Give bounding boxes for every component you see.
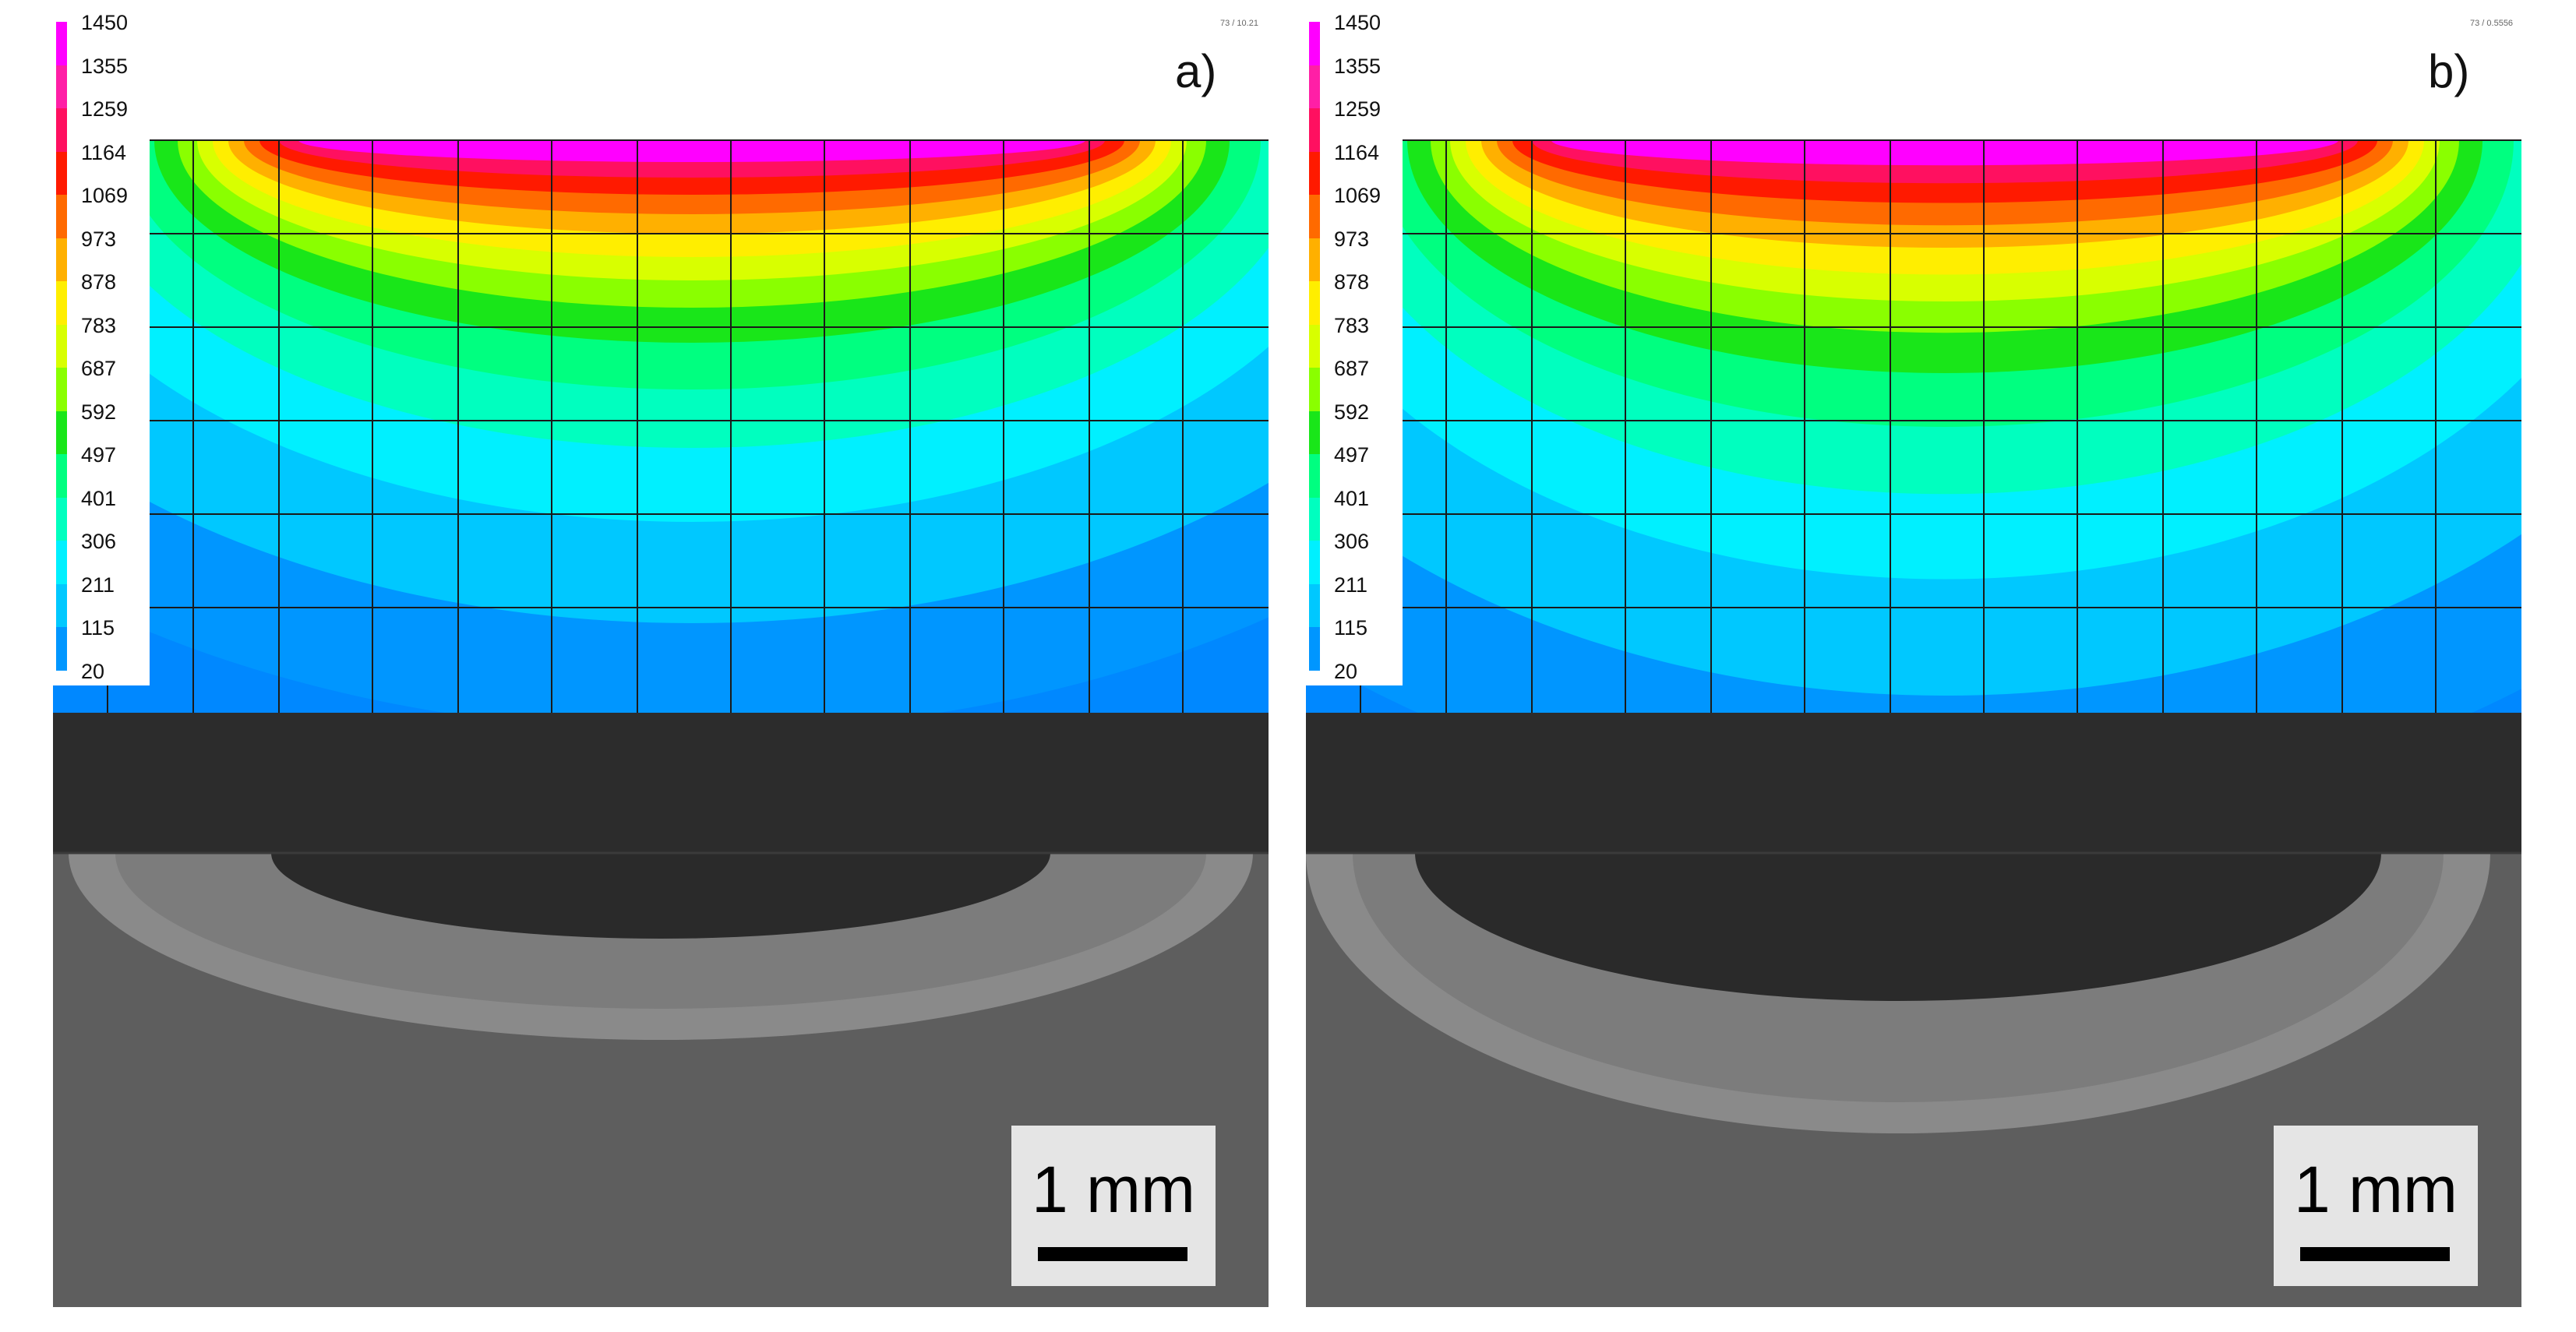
- legend-value: 878: [1334, 270, 1370, 294]
- legend-swatch: [1309, 108, 1320, 152]
- panel-a: 1450 1355 1259 1164 1069 973 878 783 687 592 497 40…: [53, 0, 1269, 1309]
- mount-resin-cover: [1306, 713, 2521, 853]
- legend-value: 1450: [81, 11, 129, 34]
- scale-bar-b: 1 mm: [2274, 1126, 2478, 1286]
- scale-bar-line-a: [1038, 1247, 1187, 1261]
- legend-swatch: [1309, 497, 1320, 541]
- temperature-contour-plot-b: [1306, 0, 2521, 713]
- micrograph-a: 1 mm: [53, 713, 1269, 1307]
- legend-swatch: [1309, 411, 1320, 455]
- legend-swatch: [56, 108, 67, 152]
- legend-value: 1450: [1334, 11, 1382, 34]
- legend-value: 592: [81, 400, 117, 424]
- legend-value: 878: [81, 270, 117, 294]
- scale-bar-label-a: 1 mm: [1032, 1153, 1195, 1226]
- scale-bar-label-b: 1 mm: [2294, 1153, 2458, 1226]
- weld-cross-section-b: [1306, 713, 2521, 1307]
- legend-swatch: [56, 22, 67, 65]
- scale-bar-line-b: [2300, 1247, 2450, 1261]
- legend-value: 115: [1334, 616, 1368, 640]
- legend-swatch: [1309, 324, 1320, 368]
- legend-value: 687: [81, 357, 117, 380]
- legend-value: 306: [1334, 530, 1370, 553]
- weld-cross-section-a: [53, 713, 1269, 1307]
- legend-swatch: [1309, 281, 1320, 325]
- legend-value: 115: [81, 616, 115, 640]
- legend-swatch: [56, 368, 67, 411]
- legend-swatch: [1309, 541, 1320, 584]
- legend-value: 973: [81, 227, 117, 251]
- legend-swatch: [1309, 22, 1320, 65]
- legend-swatch: [56, 454, 67, 498]
- legend-value: 401: [1334, 486, 1370, 510]
- legend-swatch: [56, 497, 67, 541]
- legend-swatch: [56, 324, 67, 368]
- legend-value: 20: [1334, 659, 1358, 683]
- micrograph-b: 1 mm: [1306, 713, 2521, 1307]
- legend-swatch: [1309, 454, 1320, 498]
- top-blank: [1403, 0, 2521, 140]
- top-blank: [150, 0, 1269, 140]
- legend-swatch: [1309, 583, 1320, 628]
- model-header-b: 73 / 0.5556: [2470, 19, 2514, 28]
- temperature-simulation-b: [1306, 0, 2521, 713]
- legend-value: 783: [81, 313, 117, 337]
- panel-label-a: a): [1175, 45, 1217, 97]
- legend-swatch: [1309, 195, 1320, 238]
- legend-swatch: [1309, 238, 1320, 282]
- legend-value: 1259: [81, 97, 129, 121]
- legend-value: 687: [1334, 357, 1370, 380]
- legend-swatch: [56, 151, 67, 196]
- model-header-a: 73 / 10.21: [1220, 19, 1258, 28]
- legend-value: 1259: [1334, 97, 1382, 121]
- legend-swatch: [1309, 627, 1320, 671]
- legend-swatch: [56, 583, 67, 628]
- legend-value: 1069: [1334, 184, 1382, 207]
- legend-value: 1164: [1334, 140, 1380, 164]
- legend-value: 1355: [81, 54, 129, 78]
- legend-swatch: [56, 195, 67, 238]
- legend-swatch: [56, 281, 67, 325]
- temperature-contour-plot-a: [53, 0, 1269, 713]
- panel-label-b: b): [2428, 45, 2470, 97]
- panel-b: 1450 1355 1259 1164 1069 973 878 783 687 592 497 40…: [1306, 0, 2521, 1309]
- legend-value: 1355: [1334, 54, 1382, 78]
- legend-value: 783: [1334, 313, 1370, 337]
- scale-bar-a: 1 mm: [1011, 1126, 1216, 1286]
- legend-value: 211: [1334, 573, 1368, 597]
- temperature-legend-a: 1450 1355 1259 1164 1069 973 878 783 687 592 497 40…: [53, 0, 150, 685]
- legend-swatch: [1309, 151, 1320, 196]
- legend-value: 306: [81, 530, 117, 553]
- legend-value: 592: [1334, 400, 1370, 424]
- legend-swatch: [56, 627, 67, 671]
- legend-swatch: [56, 238, 67, 282]
- legend-value: 211: [81, 573, 115, 597]
- legend-swatch: [56, 65, 67, 109]
- legend-value: 497: [81, 443, 117, 467]
- mount-resin-cover: [53, 713, 1269, 853]
- legend-value: 1069: [81, 184, 129, 207]
- temperature-simulation-a: [53, 0, 1269, 713]
- legend-swatch: [1309, 368, 1320, 411]
- legend-value: 401: [81, 486, 117, 510]
- legend-swatch: [1309, 65, 1320, 109]
- legend-value: 20: [81, 659, 105, 683]
- legend-value: 973: [1334, 227, 1370, 251]
- legend-value: 497: [1334, 443, 1370, 467]
- legend-swatch: [56, 541, 67, 584]
- legend-swatch: [56, 411, 67, 455]
- legend-value: 1164: [81, 140, 127, 164]
- temperature-legend-b: 1450 1355 1259 1164 1069 973 878 783 687 592 497 40…: [1306, 0, 1403, 685]
